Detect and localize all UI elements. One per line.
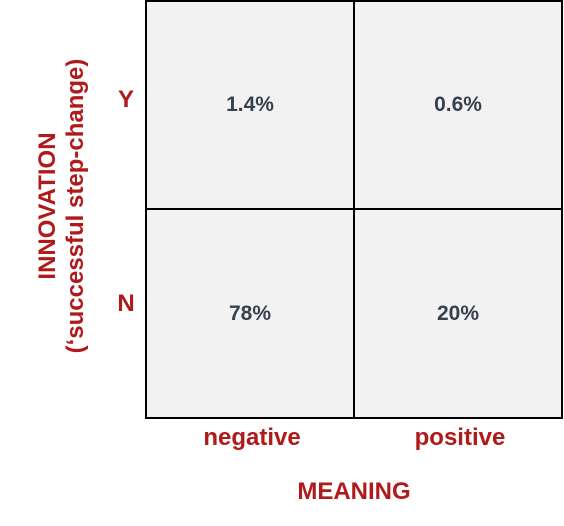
- row-label-n: N: [117, 290, 135, 317]
- cell-y-positive: 0.6%: [355, 2, 561, 208]
- cell-n-negative: 78%: [147, 210, 353, 417]
- cell-value: 20%: [436, 301, 480, 325]
- y-axis-title: INNOVATION (‘successful step-change): [34, 36, 90, 376]
- x-axis-title: MEANING: [297, 478, 411, 505]
- y-axis-subtitle: (‘successful step-change): [62, 58, 89, 354]
- column-label-negative: negative: [203, 424, 301, 451]
- row-label-y: Y: [117, 86, 134, 113]
- cell-y-negative: 1.4%: [147, 2, 353, 208]
- cell-value: 78%: [228, 301, 272, 325]
- cell-value: 0.6%: [434, 93, 482, 116]
- y-axis-title-main: INNOVATION: [34, 132, 61, 280]
- matrix-grid: 1.4% 0.6% 78% 20%: [145, 0, 563, 419]
- cell-n-positive: 20%: [355, 210, 561, 417]
- cell-value: 1.4%: [226, 93, 274, 116]
- column-label-positive: positive: [414, 424, 506, 451]
